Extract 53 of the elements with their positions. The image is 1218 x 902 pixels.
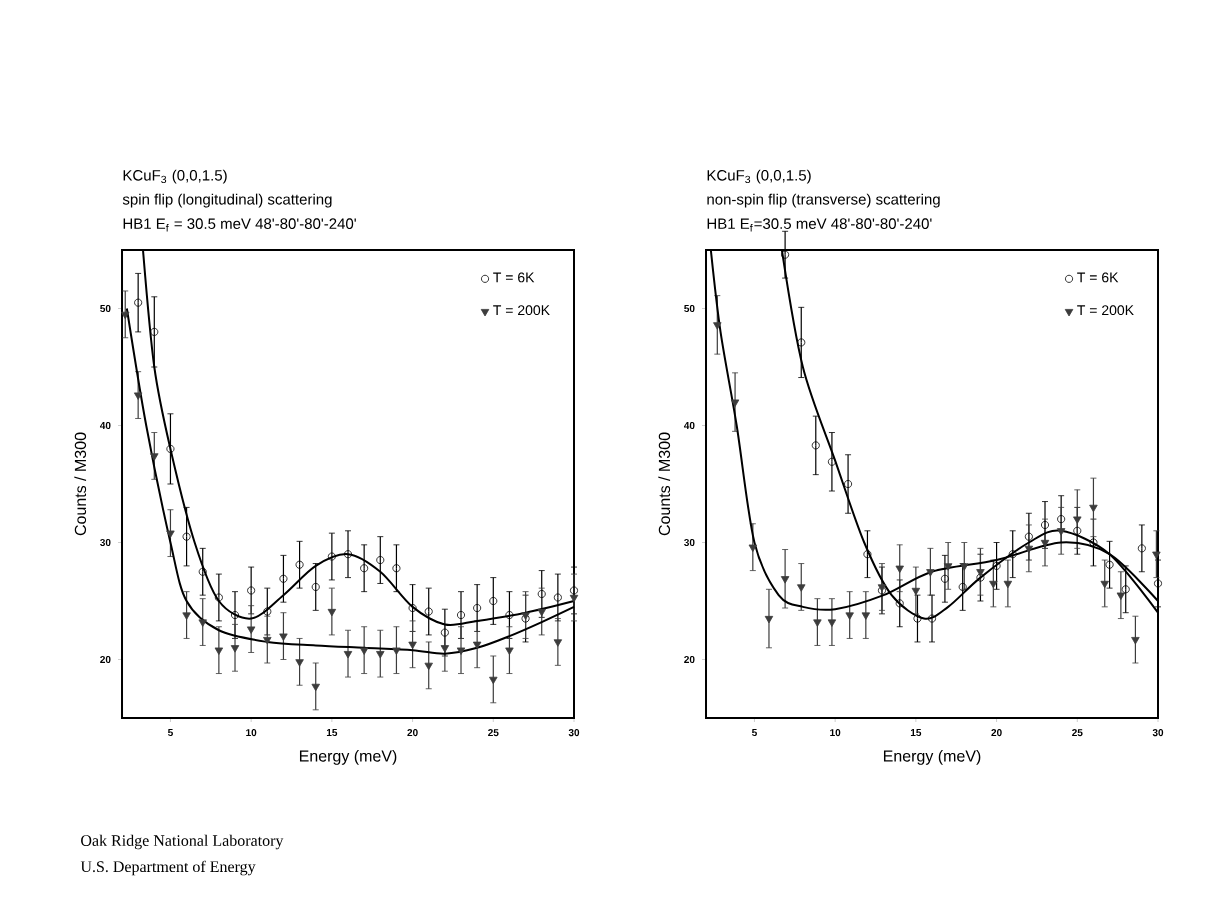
point [1152, 551, 1161, 559]
point [279, 633, 288, 641]
point [246, 626, 256, 634]
x-axis-title: Energy (meV) [299, 749, 397, 765]
point [408, 641, 417, 650]
y-axis-title: Counts / M300 [74, 432, 87, 536]
y-axis-title: Counts / M300 [658, 432, 671, 536]
point [1056, 528, 1066, 536]
point [198, 619, 207, 627]
point [489, 676, 498, 685]
point [121, 311, 130, 320]
x-axis-title: Energy (meV) [883, 749, 981, 765]
point [713, 322, 722, 330]
point [359, 647, 369, 655]
point [797, 584, 806, 592]
point [230, 645, 240, 653]
point [780, 576, 790, 584]
point [570, 586, 579, 595]
point [827, 619, 837, 627]
point [748, 544, 758, 552]
point [813, 619, 822, 627]
point [472, 641, 482, 650]
point [926, 569, 935, 577]
point [976, 569, 985, 577]
point [295, 659, 304, 667]
point [1073, 516, 1082, 524]
point [569, 594, 579, 603]
point [456, 647, 466, 655]
text: Oak Ridge National Laboratory [81, 834, 284, 850]
point [166, 530, 175, 538]
point [424, 662, 433, 671]
point [1116, 592, 1126, 600]
point [730, 399, 740, 407]
point [343, 651, 353, 659]
point [376, 651, 385, 659]
point [150, 453, 159, 461]
point [1131, 637, 1140, 645]
point [214, 647, 224, 655]
point [895, 565, 904, 574]
point [943, 563, 953, 571]
point [133, 392, 143, 400]
text: U.S. Department of Energy [80, 860, 256, 876]
point [392, 647, 401, 655]
point [553, 639, 563, 647]
point [327, 608, 337, 617]
point [1089, 504, 1098, 513]
point [182, 612, 191, 620]
point [1024, 545, 1034, 554]
point [861, 612, 871, 620]
point [764, 615, 774, 624]
point [505, 647, 514, 655]
point [311, 683, 320, 692]
point [845, 612, 854, 620]
